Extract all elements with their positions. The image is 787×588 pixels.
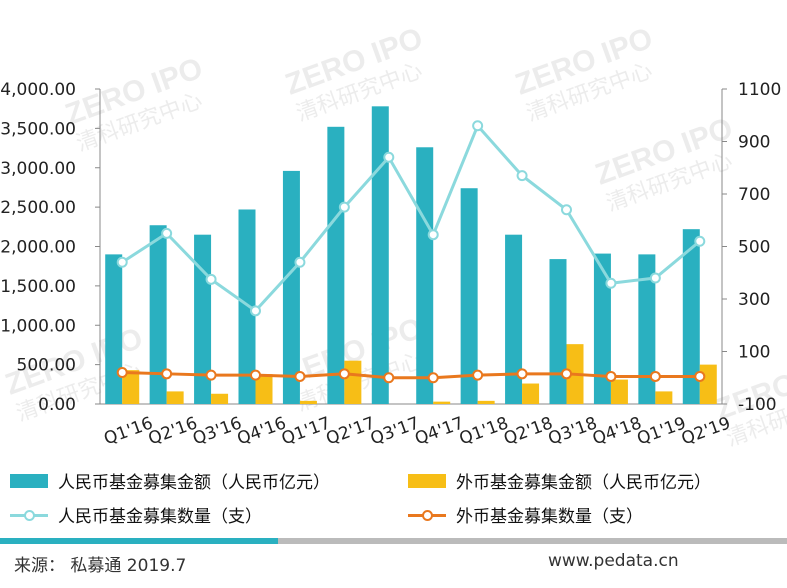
bar-fx-amount	[610, 379, 628, 404]
left-axis-tick-label: 2,000.00	[0, 238, 76, 258]
legend-label-rmb-count: 人民币基金募集数量（支）	[58, 507, 262, 527]
bar-rmb-amount	[505, 234, 523, 404]
bar-fx-amount	[299, 400, 317, 404]
point-rmb-count	[161, 227, 173, 239]
bar-rmb-amount	[549, 259, 567, 404]
left-axis-tick-label: 3,000.00	[0, 159, 76, 179]
point-fx-count	[516, 368, 528, 380]
bar-fx-amount	[122, 370, 140, 404]
point-fx-count	[205, 369, 217, 381]
bar-rmb-amount	[638, 254, 656, 404]
left-axis-tick-label: 4,000.00	[0, 80, 76, 100]
bar-fx-amount	[255, 374, 273, 404]
legend-swatch-fx-amount	[408, 473, 446, 488]
legend-item-fx-count: 外币基金募集数量（支）	[408, 502, 643, 527]
line-fx-count	[122, 371, 700, 380]
legend: 人民币基金募集金额（人民币亿元） 外币基金募集金额（人民币亿元） 人民币基金募集…	[0, 458, 787, 536]
footer-bar-gray	[278, 538, 787, 544]
legend-item-rmb-amount: 人民币基金募集金额（人民币亿元）	[10, 468, 330, 493]
right-axis-tick-label: -100	[738, 395, 777, 415]
legend-label-fx-amount: 外币基金募集金额（人民币亿元）	[456, 473, 711, 493]
left-axis-tick-label: 3,500.00	[0, 119, 76, 139]
bar-fx-amount	[477, 400, 495, 404]
legend-label-rmb-amount: 人民币基金募集金额（人民币亿元）	[58, 473, 330, 493]
right-axis-tick-label: 300	[738, 290, 770, 310]
point-fx-count	[294, 370, 306, 382]
point-fx-count	[338, 368, 350, 380]
point-fx-count	[427, 372, 439, 384]
bar-rmb-amount	[105, 254, 123, 404]
legend-swatch-rmb-amount	[10, 473, 48, 488]
bar-fx-amount	[522, 383, 540, 404]
point-rmb-count	[250, 305, 261, 317]
left-axis-tick-label: 0.00	[38, 395, 76, 415]
bar-fx-amount	[166, 391, 184, 404]
bar-rmb-amount	[460, 188, 478, 404]
left-axis-tick-label: 1,500.00	[0, 277, 76, 297]
line-rmb-count	[121, 122, 701, 313]
bar-fx-amount	[433, 401, 451, 404]
point-fx-count	[383, 372, 395, 384]
point-rmb-count	[205, 273, 217, 285]
point-fx-count	[161, 368, 173, 380]
point-rmb-count	[472, 120, 484, 132]
legend-swatch-rmb-count	[10, 508, 48, 522]
footer-bar-teal	[0, 538, 278, 544]
right-axis-tick-label: 900	[738, 133, 770, 153]
point-rmb-count	[116, 256, 128, 268]
right-axis-tick-label: 1100	[738, 80, 781, 100]
bar-rmb-amount	[327, 126, 345, 405]
point-fx-count	[694, 370, 706, 382]
point-rmb-count	[649, 272, 661, 284]
legend-label-fx-count: 外币基金募集数量（支）	[456, 507, 643, 527]
left-axis-tick-label: 1,000.00	[0, 316, 76, 336]
website-text: www.pedata.cn	[548, 551, 679, 571]
x-axis-tick-label: Q2'19	[679, 413, 733, 449]
legend-swatch-fx-count	[408, 508, 446, 522]
bar-rmb-amount	[682, 229, 700, 404]
bar-fx-amount	[699, 364, 717, 404]
point-rmb-count	[383, 151, 395, 163]
legend-item-rmb-count: 人民币基金募集数量（支）	[10, 502, 262, 527]
bar-fx-amount	[344, 360, 362, 404]
bar-rmb-amount	[593, 253, 611, 404]
point-rmb-count	[427, 229, 439, 241]
right-axis-tick-label: 500	[738, 238, 770, 258]
left-axis-tick-label: 500.00	[17, 356, 76, 376]
bar-fx-amount	[655, 391, 673, 404]
bar-fx-amount	[211, 393, 229, 404]
point-rmb-count	[338, 201, 350, 213]
bar-rmb-amount	[371, 106, 389, 404]
point-fx-count	[116, 367, 128, 378]
point-fx-count	[472, 369, 484, 381]
bar-rmb-amount	[282, 170, 300, 404]
point-rmb-count	[605, 277, 617, 289]
bar-rmb-amount	[149, 225, 167, 404]
point-rmb-count	[694, 235, 706, 247]
source-text: 来源： 私募通 2019.7	[14, 556, 187, 576]
left-axis-tick-label: 2,500.00	[0, 198, 76, 218]
legend-item-fx-amount: 外币基金募集金额（人民币亿元）	[408, 468, 711, 493]
right-axis-tick-label: 700	[738, 185, 770, 205]
point-fx-count	[250, 369, 261, 381]
point-fx-count	[561, 368, 572, 380]
bar-rmb-amount	[416, 147, 434, 404]
right-axis-tick-label: 100	[738, 343, 770, 363]
point-fx-count	[605, 370, 617, 382]
point-fx-count	[649, 370, 661, 382]
point-rmb-count	[516, 170, 528, 182]
bar-rmb-amount	[238, 209, 256, 404]
point-rmb-count	[561, 204, 572, 216]
point-rmb-count	[294, 256, 306, 268]
